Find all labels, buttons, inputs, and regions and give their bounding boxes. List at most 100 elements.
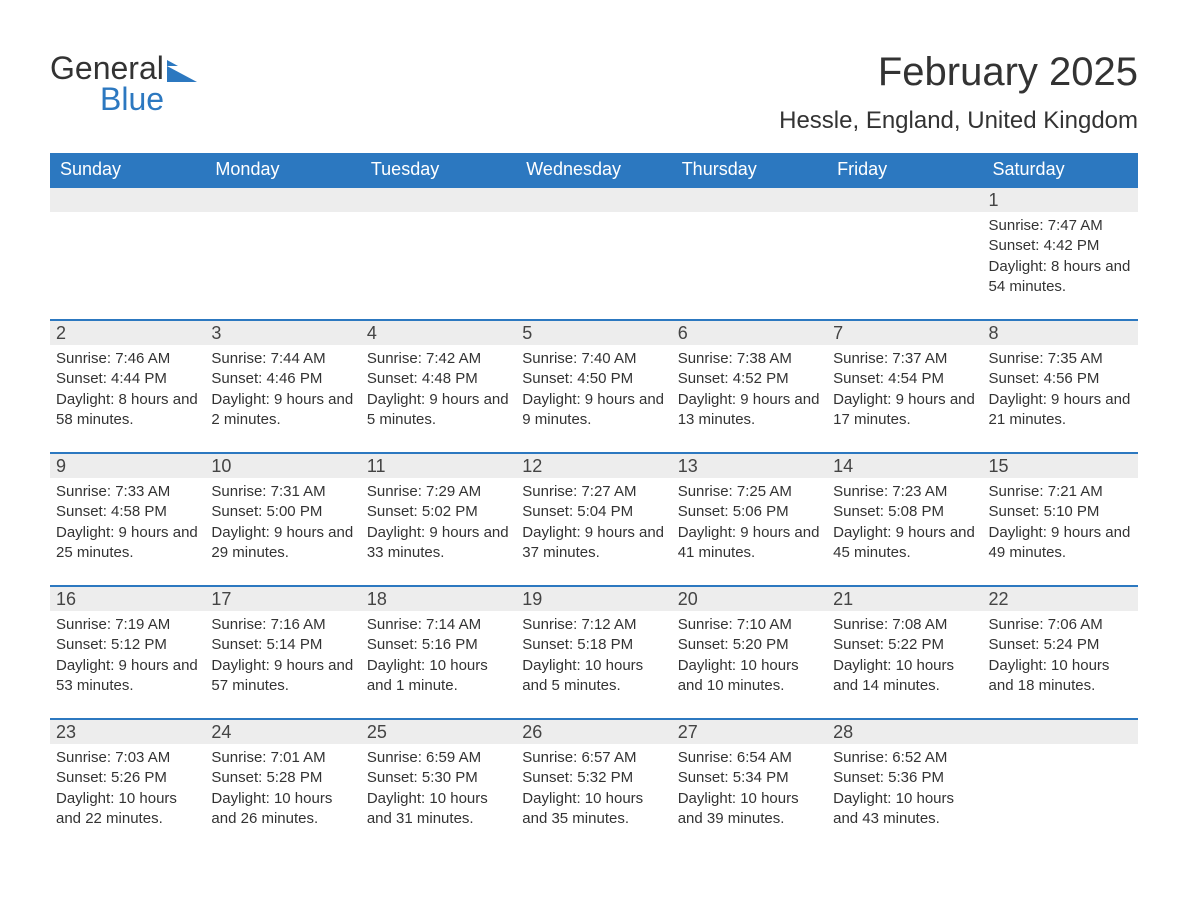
- day-details: Sunrise: 7:08 AMSunset: 5:22 PMDaylight:…: [827, 611, 982, 696]
- day-detail-line: Sunrise: 7:47 AM: [989, 216, 1132, 236]
- day-details: Sunrise: 7:47 AMSunset: 4:42 PMDaylight:…: [983, 212, 1138, 297]
- day-number: 25: [361, 720, 516, 744]
- day-detail-line: Daylight: 9 hours and 37 minutes.: [522, 523, 665, 564]
- day-header: Thursday: [672, 153, 827, 186]
- day-detail-line: Sunset: 4:58 PM: [56, 502, 199, 522]
- day-number: 28: [827, 720, 982, 744]
- day-detail-line: Daylight: 10 hours and 43 minutes.: [833, 789, 976, 830]
- day-number: 1: [983, 188, 1138, 212]
- day-details: Sunrise: 7:03 AMSunset: 5:26 PMDaylight:…: [50, 744, 205, 829]
- day-cell: [361, 188, 516, 297]
- day-details: Sunrise: 6:54 AMSunset: 5:34 PMDaylight:…: [672, 744, 827, 829]
- day-number: 20: [672, 587, 827, 611]
- day-details: Sunrise: 7:42 AMSunset: 4:48 PMDaylight:…: [361, 345, 516, 430]
- day-detail-line: Daylight: 10 hours and 18 minutes.: [989, 656, 1132, 697]
- day-header: Friday: [827, 153, 982, 186]
- day-cell: 19Sunrise: 7:12 AMSunset: 5:18 PMDayligh…: [516, 587, 671, 696]
- day-cell: 22Sunrise: 7:06 AMSunset: 5:24 PMDayligh…: [983, 587, 1138, 696]
- day-detail-line: Sunrise: 7:25 AM: [678, 482, 821, 502]
- day-number: 26: [516, 720, 671, 744]
- day-detail-line: Sunset: 5:26 PM: [56, 768, 199, 788]
- day-number: [50, 188, 205, 212]
- day-detail-line: Sunset: 5:08 PM: [833, 502, 976, 522]
- day-cell: [983, 720, 1138, 829]
- day-number: 3: [205, 321, 360, 345]
- day-detail-line: Daylight: 9 hours and 21 minutes.: [989, 390, 1132, 431]
- day-detail-line: Sunset: 5:10 PM: [989, 502, 1132, 522]
- header: General Blue February 2025 Hessle, Engla…: [50, 50, 1138, 135]
- day-number: 24: [205, 720, 360, 744]
- day-details: Sunrise: 7:35 AMSunset: 4:56 PMDaylight:…: [983, 345, 1138, 430]
- day-details: Sunrise: 7:23 AMSunset: 5:08 PMDaylight:…: [827, 478, 982, 563]
- day-number: [361, 188, 516, 212]
- day-detail-line: Sunset: 5:16 PM: [367, 635, 510, 655]
- day-details: Sunrise: 7:19 AMSunset: 5:12 PMDaylight:…: [50, 611, 205, 696]
- day-cell: 17Sunrise: 7:16 AMSunset: 5:14 PMDayligh…: [205, 587, 360, 696]
- day-details: Sunrise: 7:46 AMSunset: 4:44 PMDaylight:…: [50, 345, 205, 430]
- day-number: [672, 188, 827, 212]
- day-detail-line: Sunrise: 7:23 AM: [833, 482, 976, 502]
- day-detail-line: Sunrise: 7:35 AM: [989, 349, 1132, 369]
- day-detail-line: Sunrise: 7:27 AM: [522, 482, 665, 502]
- day-details: Sunrise: 7:12 AMSunset: 5:18 PMDaylight:…: [516, 611, 671, 696]
- logo-triangle-icon: [167, 53, 197, 75]
- day-detail-line: Sunrise: 7:14 AM: [367, 615, 510, 635]
- day-cell: [672, 188, 827, 297]
- day-details: Sunrise: 7:29 AMSunset: 5:02 PMDaylight:…: [361, 478, 516, 563]
- day-detail-line: Daylight: 10 hours and 39 minutes.: [678, 789, 821, 830]
- day-number: 16: [50, 587, 205, 611]
- day-detail-line: Sunset: 5:20 PM: [678, 635, 821, 655]
- day-number: [205, 188, 360, 212]
- day-cell: 8Sunrise: 7:35 AMSunset: 4:56 PMDaylight…: [983, 321, 1138, 430]
- day-cell: 21Sunrise: 7:08 AMSunset: 5:22 PMDayligh…: [827, 587, 982, 696]
- day-number: [827, 188, 982, 212]
- day-detail-line: Daylight: 10 hours and 35 minutes.: [522, 789, 665, 830]
- day-detail-line: Sunrise: 6:57 AM: [522, 748, 665, 768]
- day-detail-line: Sunset: 5:34 PM: [678, 768, 821, 788]
- day-cell: [827, 188, 982, 297]
- day-detail-line: Sunset: 5:02 PM: [367, 502, 510, 522]
- day-details: Sunrise: 7:37 AMSunset: 4:54 PMDaylight:…: [827, 345, 982, 430]
- day-cell: 6Sunrise: 7:38 AMSunset: 4:52 PMDaylight…: [672, 321, 827, 430]
- day-detail-line: Sunrise: 7:16 AM: [211, 615, 354, 635]
- day-detail-line: Sunrise: 7:08 AM: [833, 615, 976, 635]
- day-cell: 23Sunrise: 7:03 AMSunset: 5:26 PMDayligh…: [50, 720, 205, 829]
- day-number: 17: [205, 587, 360, 611]
- day-details: Sunrise: 7:06 AMSunset: 5:24 PMDaylight:…: [983, 611, 1138, 696]
- day-number: 18: [361, 587, 516, 611]
- day-cell: 7Sunrise: 7:37 AMSunset: 4:54 PMDaylight…: [827, 321, 982, 430]
- day-cell: 20Sunrise: 7:10 AMSunset: 5:20 PMDayligh…: [672, 587, 827, 696]
- week-row: 16Sunrise: 7:19 AMSunset: 5:12 PMDayligh…: [50, 585, 1138, 696]
- day-detail-line: Daylight: 10 hours and 14 minutes.: [833, 656, 976, 697]
- weeks-container: 1Sunrise: 7:47 AMSunset: 4:42 PMDaylight…: [50, 186, 1138, 829]
- day-detail-line: Sunset: 4:48 PM: [367, 369, 510, 389]
- day-detail-line: Sunset: 4:44 PM: [56, 369, 199, 389]
- day-details: Sunrise: 6:59 AMSunset: 5:30 PMDaylight:…: [361, 744, 516, 829]
- day-detail-line: Sunrise: 7:10 AM: [678, 615, 821, 635]
- day-number: 2: [50, 321, 205, 345]
- day-detail-line: Daylight: 9 hours and 13 minutes.: [678, 390, 821, 431]
- day-cell: 26Sunrise: 6:57 AMSunset: 5:32 PMDayligh…: [516, 720, 671, 829]
- day-details: Sunrise: 6:57 AMSunset: 5:32 PMDaylight:…: [516, 744, 671, 829]
- day-details: Sunrise: 7:38 AMSunset: 4:52 PMDaylight:…: [672, 345, 827, 430]
- day-detail-line: Sunset: 5:24 PM: [989, 635, 1132, 655]
- day-number: 10: [205, 454, 360, 478]
- day-detail-line: Daylight: 9 hours and 41 minutes.: [678, 523, 821, 564]
- day-cell: 4Sunrise: 7:42 AMSunset: 4:48 PMDaylight…: [361, 321, 516, 430]
- day-detail-line: Sunrise: 6:54 AM: [678, 748, 821, 768]
- day-cell: 2Sunrise: 7:46 AMSunset: 4:44 PMDaylight…: [50, 321, 205, 430]
- brand-logo: General Blue: [50, 50, 197, 124]
- day-header: Monday: [205, 153, 360, 186]
- day-details: Sunrise: 7:21 AMSunset: 5:10 PMDaylight:…: [983, 478, 1138, 563]
- day-cell: 24Sunrise: 7:01 AMSunset: 5:28 PMDayligh…: [205, 720, 360, 829]
- day-number: 4: [361, 321, 516, 345]
- day-cell: 12Sunrise: 7:27 AMSunset: 5:04 PMDayligh…: [516, 454, 671, 563]
- day-detail-line: Sunset: 5:32 PM: [522, 768, 665, 788]
- day-details: Sunrise: 7:14 AMSunset: 5:16 PMDaylight:…: [361, 611, 516, 696]
- day-details: Sunrise: 7:44 AMSunset: 4:46 PMDaylight:…: [205, 345, 360, 430]
- day-detail-line: Sunrise: 7:37 AM: [833, 349, 976, 369]
- day-detail-line: Sunset: 4:50 PM: [522, 369, 665, 389]
- day-detail-line: Sunset: 4:54 PM: [833, 369, 976, 389]
- day-number: 11: [361, 454, 516, 478]
- day-detail-line: Sunrise: 7:03 AM: [56, 748, 199, 768]
